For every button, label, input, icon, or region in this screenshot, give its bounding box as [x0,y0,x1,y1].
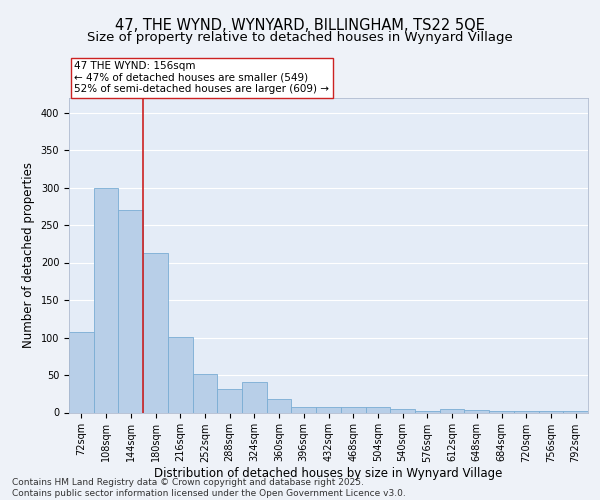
Bar [563,411,588,412]
Text: 47, THE WYND, WYNYARD, BILLINGHAM, TS22 5QE: 47, THE WYND, WYNYARD, BILLINGHAM, TS22 … [115,18,485,32]
Bar [242,382,267,412]
Bar [440,409,464,412]
Bar [539,411,563,412]
Bar [341,407,365,412]
Text: 47 THE WYND: 156sqm
← 47% of detached houses are smaller (549)
52% of semi-detac: 47 THE WYND: 156sqm ← 47% of detached ho… [74,61,329,94]
Bar [464,410,489,412]
Text: Size of property relative to detached houses in Wynyard Village: Size of property relative to detached ho… [87,31,513,44]
Text: Contains HM Land Registry data © Crown copyright and database right 2025.
Contai: Contains HM Land Registry data © Crown c… [12,478,406,498]
Bar [292,406,316,412]
X-axis label: Distribution of detached houses by size in Wynyard Village: Distribution of detached houses by size … [154,468,503,480]
Bar [168,337,193,412]
Bar [193,374,217,412]
Y-axis label: Number of detached properties: Number of detached properties [22,162,35,348]
Bar [365,406,390,412]
Bar [489,411,514,412]
Bar [94,188,118,412]
Bar [69,332,94,412]
Bar [217,388,242,412]
Bar [514,411,539,412]
Bar [143,253,168,412]
Bar [267,399,292,412]
Bar [390,409,415,412]
Bar [415,411,440,412]
Bar [118,210,143,412]
Bar [316,406,341,412]
